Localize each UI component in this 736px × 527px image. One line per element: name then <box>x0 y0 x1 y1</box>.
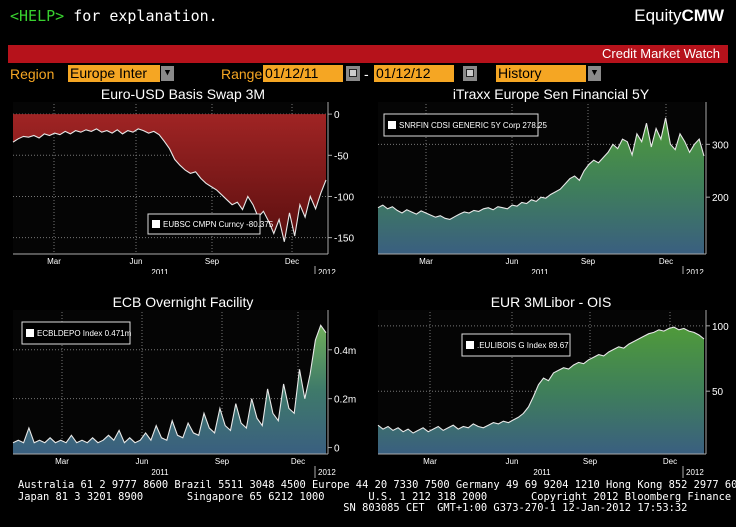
y-tick-label: 0.4m <box>334 346 356 357</box>
brand-prefix: Equity <box>634 6 682 25</box>
footer-line-1: Australia 61 2 9777 8600 Brazil 5511 304… <box>18 479 736 491</box>
series-area <box>378 117 704 255</box>
footer-contacts: Australia 61 2 9777 8600 Brazil 5511 304… <box>18 479 736 515</box>
series-line <box>377 117 705 220</box>
x-tick-label: Dec <box>285 257 299 266</box>
series-line <box>12 128 327 242</box>
y-tick-label: -100 <box>334 192 354 203</box>
region-dropdown-icon[interactable]: ▼ <box>161 66 174 81</box>
y-tick-label: -50 <box>334 151 349 162</box>
end-date-field[interactable]: 01/12/12 <box>374 65 454 82</box>
brand-logo: EquityCMW <box>634 6 724 26</box>
x-tick-label: Mar <box>423 457 437 466</box>
x-tick-label: Mar <box>47 257 61 266</box>
legend-label: ECBLDEPO Index 0.471m <box>37 329 132 338</box>
region-label: Region <box>10 66 55 82</box>
legend-swatch <box>466 341 474 349</box>
x-tick-label: Dec <box>659 257 673 266</box>
legend-swatch <box>388 121 396 129</box>
y-tick-label: 200 <box>712 193 729 204</box>
year-label: 2011 <box>151 468 169 477</box>
help-key[interactable]: <HELP> <box>10 7 65 25</box>
legend-box <box>383 113 539 137</box>
y-tick-label: 50 <box>712 387 724 398</box>
y-tick-label: 100 <box>712 322 729 333</box>
footer-line-3: SN 803085 CET GMT+1:00 G373-270-1 12-Jan… <box>18 502 688 514</box>
series-line <box>12 324 327 444</box>
chart-title-itraxx: iTraxx Europe Sen Financial 5Y <box>452 86 650 102</box>
x-tick-label: Jun <box>136 457 149 466</box>
series-area <box>13 114 326 242</box>
x-tick-label: Sep <box>583 457 598 466</box>
legend-swatch <box>152 220 160 228</box>
series-area <box>378 327 704 454</box>
brand-suffix: CMW <box>681 6 724 25</box>
x-tick-label: Jun <box>130 257 143 266</box>
year-label: 2011 <box>533 468 551 477</box>
footer-line-2: Japan 81 3 3201 8900 Singapore 65 6212 1… <box>18 490 736 503</box>
screen-title-bar: Credit Market Watch <box>8 45 728 63</box>
y-tick-label: -150 <box>334 234 354 245</box>
legend-label: EUBSC CMPN Curncy -80.375 <box>163 220 274 229</box>
year-label: 2012 <box>318 468 336 477</box>
x-tick-label: Sep <box>205 257 220 266</box>
legend-label: SNRFIN CDSI GENERIC 5Y Corp 278.25 <box>399 121 547 130</box>
year-label: 2011 <box>151 268 169 274</box>
x-tick-label: Mar <box>419 257 433 266</box>
x-tick-label: Mar <box>55 457 69 466</box>
chart-title-ecb: ECB Overnight Facility <box>112 294 254 310</box>
chart-itraxx: 300 200 Mar Jun Sep Dec 2011 2012 SNRFIN CDSI GE… <box>377 102 729 274</box>
range-separator: - <box>364 66 369 82</box>
x-tick-label: Jun <box>506 457 519 466</box>
x-tick-label: Dec <box>663 457 677 466</box>
start-date-field[interactable]: 01/12/11 <box>263 65 343 82</box>
legend-box <box>147 213 261 235</box>
help-hint: <HELP> for explanation. <box>10 7 218 25</box>
legend-swatch <box>26 329 34 337</box>
chart-title-basis-swap: Euro-USD Basis Swap 3M <box>100 86 266 102</box>
legend-box <box>21 321 131 345</box>
year-label: 2012 <box>686 268 704 274</box>
chart-basis-swap: 0 -50 -100 -150 Mar Jun Sep Dec 2011 2012 EUBSC CM… <box>12 102 354 274</box>
x-tick-label: Sep <box>581 257 596 266</box>
screen-title: Credit Market Watch <box>602 46 720 61</box>
chart-title-libor-ois: EUR 3MLibor - OIS <box>490 294 612 310</box>
start-calendar-icon[interactable] <box>346 66 360 81</box>
year-label: 2012 <box>318 268 336 274</box>
end-calendar-icon[interactable] <box>463 66 477 81</box>
y-tick-label: 0 <box>334 444 340 455</box>
range-label: Range <box>221 66 263 82</box>
region-select[interactable]: Europe Inter <box>68 65 160 82</box>
x-tick-label: Dec <box>291 457 305 466</box>
x-tick-label: Jun <box>506 257 519 266</box>
year-label: 2012 <box>686 468 704 477</box>
mode-select[interactable]: History <box>496 65 586 82</box>
series-line <box>377 326 705 434</box>
chart-ecb: 0.4m 0.2m 0 Mar Jun Sep Dec 2011 2012 ECBLDEPO In… <box>12 310 356 478</box>
y-tick-label: 0.2m <box>334 395 356 406</box>
mode-dropdown-icon[interactable]: ▼ <box>588 66 601 81</box>
y-tick-label: 0 <box>334 110 340 121</box>
y-tick-label: 300 <box>712 140 729 151</box>
legend-label: .EULIBOIS G Index 89.67 <box>477 341 569 350</box>
help-text: for explanation. <box>64 7 218 25</box>
legend-box <box>461 333 571 357</box>
year-label: 2011 <box>531 268 549 274</box>
x-tick-label: Sep <box>215 457 230 466</box>
chart-libor-ois: 100 50 Mar Jun Sep Dec 2011 2012 .EULIBOIS G Ind… <box>377 310 729 478</box>
